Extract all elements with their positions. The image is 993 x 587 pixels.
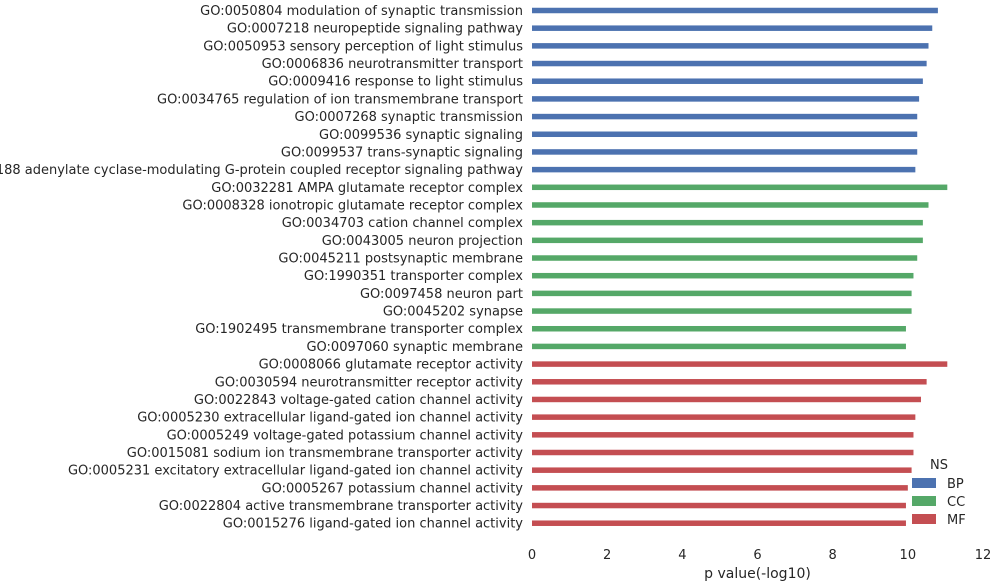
bar-bp [532,60,927,67]
legend-label-cc: CC [947,495,965,510]
category-labels: GO:0050804 modulation of synaptic transm… [0,4,523,532]
legend-items: BP CC MF [912,477,966,528]
category-label: GO:0005267 potassium channel activity [262,481,524,496]
x-axis-title: p value(-log10) [704,566,811,582]
legend-swatch-cc [912,496,936,506]
category-label: GO:0032281 AMPA glutamate receptor compl… [211,181,523,196]
bar-cc [532,325,906,332]
bar-bp [532,113,918,120]
category-label: GO:0045202 synapse [383,305,523,320]
legend-label-bp: BP [947,477,964,492]
category-label: GO:0043005 neuron projection [322,234,523,249]
bar-cc [532,219,923,226]
legend-swatch-mf [912,514,936,524]
category-label: GO:0022804 active transmembrane transpor… [159,499,524,514]
bar-mf [532,361,948,367]
x-tick-label: 12 [975,548,992,563]
category-label: GO:0006836 neurotransmitter transport [262,57,523,72]
bar-cc [532,272,914,279]
bar-bp [532,7,938,14]
bar-mf [532,379,927,385]
category-label: GO:0007218 neuropeptide signaling pathwa… [227,22,523,37]
category-label: GO:0007268 synaptic transmission [295,110,523,125]
bars-group [532,7,948,526]
bar-cc [532,308,912,314]
category-label: GO:0022843 voltage-gated cation channel … [194,393,523,408]
category-label: GO:0008066 glutamate receptor activity [259,358,524,373]
bar-bp [532,149,918,155]
x-axis: 0 2 4 6 8 10 12 [528,548,991,563]
bar-mf [532,449,914,456]
category-label: GO:0008328 ionotropic glutamate receptor… [182,198,523,213]
category-label: GO:0050953 sensory perception of light s… [203,39,523,54]
category-label: GO:0099537 trans-synaptic signaling [281,145,523,160]
category-label: GO:0030594 neurotransmitter receptor act… [215,375,524,390]
category-label: GO:0034703 cation channel complex [282,216,524,231]
bar-mf [532,520,906,526]
x-tick-label: 6 [753,548,761,563]
legend: NS BP CC MF [912,458,966,528]
category-label: GO:0005230 extracellular ligand-gated io… [137,411,523,426]
bar-bp [532,131,918,138]
legend-swatch-bp [912,478,936,488]
bar-cc [532,290,912,297]
x-tick-label: 8 [829,548,837,563]
category-label: GO:0034765 regulation of ion transmembra… [157,92,523,107]
bar-mf [532,502,906,509]
bar-bp [532,96,920,102]
category-label: GO:0097060 synaptic membrane [306,340,523,355]
bar-cc [532,255,918,261]
category-label: GO:0009416 response to light stimulus [268,75,523,90]
bar-cc [532,343,906,350]
bar-bp [532,25,933,31]
category-label: GO:1990351 transporter complex [304,269,523,284]
bar-mf [532,432,914,438]
category-label: GO:1902495 transmembrane transporter com… [195,322,523,337]
bar-bp [532,166,916,173]
bar-cc [532,202,929,208]
category-label: GO:0050804 modulation of synaptic transm… [200,4,523,19]
bar-mf [532,467,912,473]
bar-mf [532,485,908,491]
category-label: GO:0045211 postsynaptic membrane [278,252,523,267]
x-tick-label: 2 [603,548,611,563]
bar-mf [532,396,921,403]
x-tick-label: 4 [678,548,686,563]
legend-title: NS [930,458,948,473]
bar-bp [532,78,923,84]
bar-cc [532,237,923,244]
bar-bp [532,43,929,49]
category-label: GO:0005231 excitatory extracellular liga… [68,464,523,479]
category-label: GO:0005249 voltage-gated potassium chann… [167,428,524,443]
category-label: GO:0015276 ligand-gated ion channel acti… [223,517,524,532]
category-label: GO:0099536 synaptic signaling [319,128,523,143]
x-tick-label: 10 [900,548,917,563]
bar-cc [532,184,948,191]
legend-label-mf: MF [947,513,966,528]
category-label: GO:0007188 adenylate cyclase-modulating … [0,163,523,178]
category-label: GO:0015081 sodium ion transmembrane tran… [127,446,523,461]
category-label: GO:0097458 neuron part [360,287,523,302]
x-tick-label: 0 [528,548,536,563]
bar-mf [532,414,916,420]
